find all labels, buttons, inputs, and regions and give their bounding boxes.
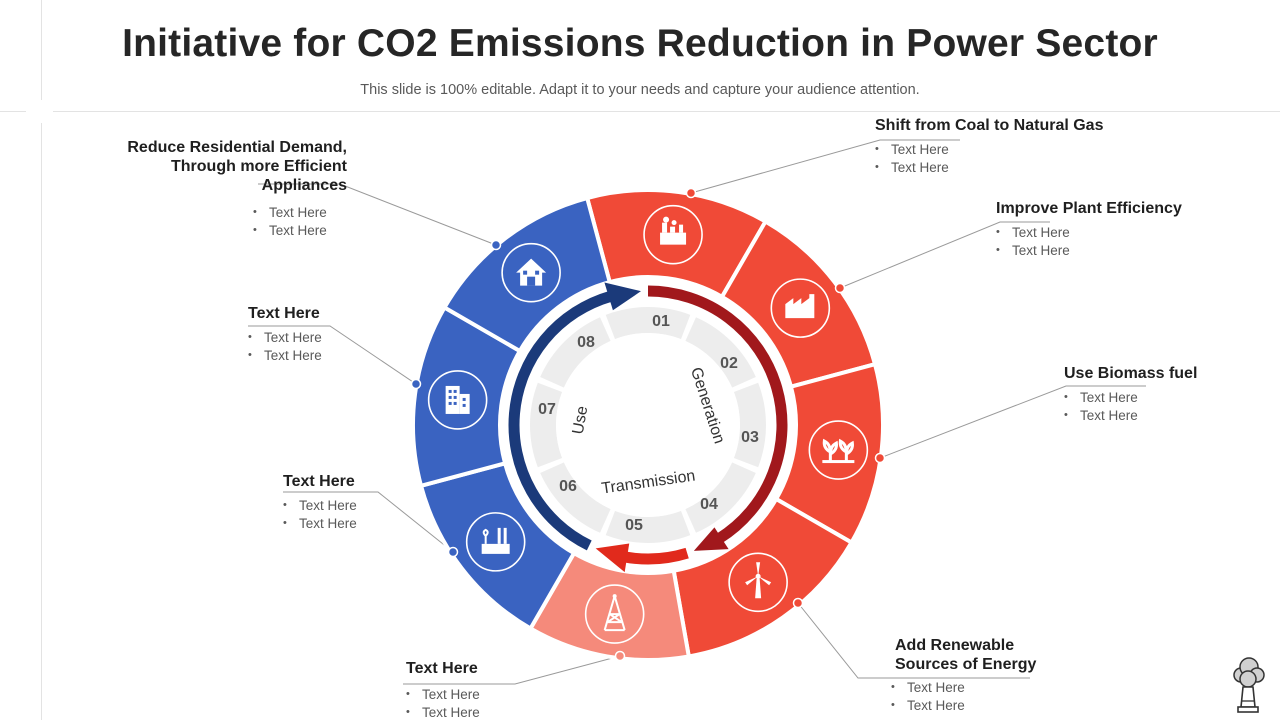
label-bullet: Text Here (891, 679, 1036, 697)
label-add-renewable-sources: Add Renewable Sources of Energy Text Her… (891, 636, 1036, 714)
label-improve-plant-efficiency: Improve Plant Efficiency Text Here Text … (996, 199, 1182, 259)
label-heading: Text Here (283, 473, 355, 490)
industrial-plant-icon (465, 512, 526, 572)
step-number: 08 (577, 334, 595, 351)
step-ring-segment (530, 382, 563, 468)
label-bullet: Text Here (283, 497, 357, 515)
wheel-segment (441, 195, 613, 354)
generation-arrow (647, 285, 788, 544)
label-bullet: Text Here (283, 515, 357, 533)
use-label: Use (570, 405, 592, 436)
connector-dot (614, 650, 626, 662)
label-bullet: Text Here (891, 697, 1036, 715)
connector-dot (685, 187, 697, 199)
label-bullet: Text Here (406, 704, 480, 722)
step-number: 03 (741, 429, 759, 446)
use-arrowhead (604, 282, 641, 311)
connector-line (690, 139, 960, 194)
label-bullet: Text Here (996, 242, 1182, 260)
label-building-text: Text Here Text Here Text Here (248, 304, 322, 364)
label-heading: Text Here (406, 660, 478, 677)
label-bullet: Text Here (253, 222, 347, 240)
connector-line (283, 491, 454, 553)
connector-dot (792, 597, 804, 609)
label-bullet: Text Here (406, 686, 480, 704)
step-ring-segment (540, 462, 611, 533)
smokestack-icon (1226, 655, 1270, 717)
label-bullet: Text Here (875, 141, 1103, 159)
step-number: 02 (720, 355, 738, 372)
left-border-line-top (41, 0, 42, 100)
label-bullet: Text Here (248, 329, 322, 347)
label-bullet: Text Here (875, 159, 1103, 177)
label-reduce-residential-demand: Reduce Residential Demand, Through more … (83, 138, 347, 239)
label-heading: Reduce Residential Demand, Through more … (127, 139, 347, 194)
connector-dot (410, 378, 422, 390)
label-transmission-text: Text Here Text Here Text Here (406, 659, 480, 721)
label-use-biomass-fuel: Use Biomass fuel Text Here Text Here (1064, 364, 1197, 424)
transmission-arrow (623, 547, 689, 565)
step-ring-segment (685, 317, 756, 388)
label-bullet: Text Here (1064, 407, 1197, 425)
step-number: 04 (700, 496, 718, 513)
factory-icon (770, 278, 831, 338)
step-ring-segment (605, 307, 691, 340)
header-divider (53, 111, 1280, 112)
power-plant-icon (643, 204, 703, 265)
label-heading: Use Biomass fuel (1064, 365, 1198, 382)
wind-turbine-icon (728, 552, 788, 613)
connector-line (258, 183, 497, 246)
step-number: 01 (652, 313, 670, 330)
step-ring-segment (540, 317, 611, 388)
label-bullet: Text Here (248, 347, 322, 365)
label-industrial-text: Text Here Text Here Text Here (283, 472, 357, 532)
label-bullet: Text Here (996, 224, 1182, 242)
label-bullet: Text Here (1064, 389, 1197, 407)
connector-dot (490, 239, 502, 251)
connector-line (403, 655, 621, 685)
step-number: 05 (625, 517, 643, 534)
center-circle (556, 333, 740, 517)
house-icon (501, 242, 561, 303)
label-heading: Text Here (248, 305, 320, 322)
label-heading: Improve Plant Efficiency (996, 200, 1182, 217)
label-heading: Shift from Coal to Natural Gas (875, 117, 1104, 134)
label-shift-coal-gas: Shift from Coal to Natural Gas Text Here… (875, 116, 1103, 176)
biomass-plant-icon (808, 420, 869, 480)
page-title: Initiative for CO2 Emissions Reduction i… (122, 22, 1158, 65)
step-number: 06 (559, 478, 577, 495)
connector-dot (834, 282, 846, 294)
label-bullet: Text Here (253, 204, 347, 222)
use-arrow (508, 290, 613, 551)
connector-line (797, 602, 1030, 679)
office-building-icon (427, 370, 488, 430)
header-divider-left (0, 111, 26, 112)
step-ring-segment (685, 462, 756, 533)
left-border-line-bottom (41, 123, 42, 720)
step-ring-segment (605, 510, 691, 543)
step-ring-segment (733, 382, 766, 468)
transmission-arrowhead (595, 543, 630, 573)
connector-line (248, 325, 417, 385)
connector-line (879, 385, 1146, 459)
label-heading: Add Renewable Sources of Energy (895, 637, 1037, 673)
step-number: 07 (538, 401, 556, 418)
page-subtitle: This slide is 100% editable. Adapt it to… (360, 82, 920, 98)
transmission-tower-icon (584, 584, 645, 644)
generation-arrowhead (693, 527, 729, 551)
connector-dot (447, 546, 459, 558)
connector-line (839, 221, 1050, 289)
connector-dot (874, 452, 886, 464)
